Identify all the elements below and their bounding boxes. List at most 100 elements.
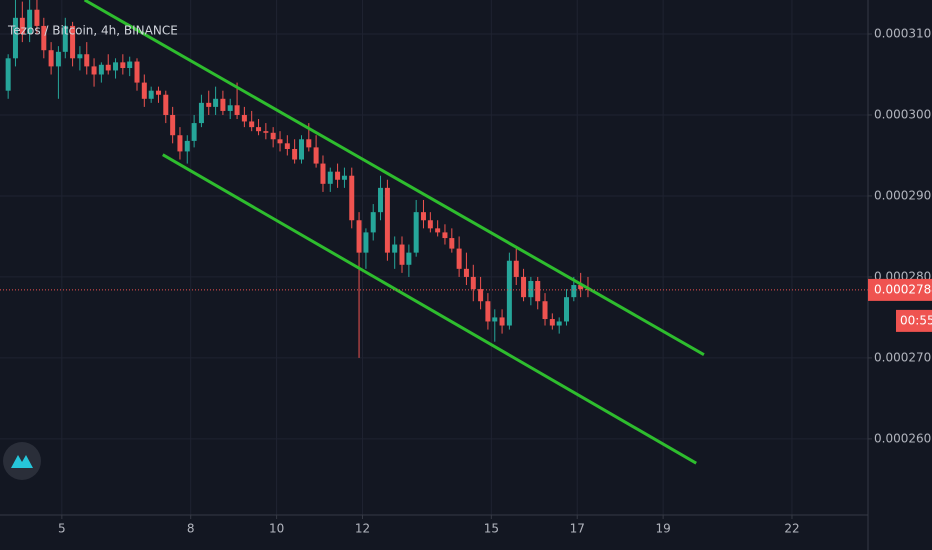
candle-body <box>370 212 376 233</box>
candle-body <box>492 317 498 322</box>
candle-body <box>91 66 97 75</box>
candle-body <box>19 17 25 35</box>
candle-body <box>335 171 341 180</box>
candle-body <box>284 143 290 149</box>
trend-line <box>162 153 697 465</box>
candle-body <box>5 58 11 91</box>
axes: 0.00031000.00030000.00029000.00028000.00… <box>58 27 932 536</box>
candle-body <box>299 139 305 160</box>
candle-body <box>120 62 126 69</box>
candle-body <box>435 228 441 233</box>
candle-body <box>206 102 212 107</box>
countdown-label: 00:55 <box>900 313 932 327</box>
candle-body <box>463 268 469 277</box>
x-tick-label: 8 <box>187 522 195 536</box>
candle-body <box>256 127 262 132</box>
candle-body <box>384 187 390 253</box>
chart-title: Tezos / Bitcoin, 4h, BINANCE <box>7 24 178 38</box>
candle-body <box>292 148 298 160</box>
candle-body <box>48 50 54 67</box>
candle-body <box>177 135 183 152</box>
candle-body <box>55 51 61 67</box>
candle-body <box>170 114 176 136</box>
logo-circle[interactable] <box>3 442 41 480</box>
x-tick-label: 19 <box>655 522 670 536</box>
countdown-box <box>896 309 932 332</box>
candle-body <box>134 61 140 83</box>
last-price-box <box>868 278 932 301</box>
candle-body <box>449 238 455 249</box>
candle-body <box>155 90 161 95</box>
trend-line <box>83 0 705 356</box>
candle-body <box>263 131 269 133</box>
candle-body <box>70 25 76 59</box>
candle-body <box>556 321 562 326</box>
candle-body <box>320 163 326 184</box>
candle-body <box>327 171 333 184</box>
candle-body <box>234 105 240 115</box>
candle-body <box>41 25 47 51</box>
candle-body <box>571 285 577 298</box>
y-tick-label: 0.0002600 <box>874 431 932 445</box>
candle-body <box>521 276 527 298</box>
candle-body <box>62 25 68 52</box>
x-tick-label: 22 <box>784 522 799 536</box>
candle-body <box>478 289 484 302</box>
candle-body <box>306 139 312 148</box>
candle-body <box>198 102 204 124</box>
x-tick-label: 10 <box>269 522 284 536</box>
candle-body <box>113 62 119 71</box>
plot <box>0 0 868 465</box>
candle-body <box>535 280 541 302</box>
candle-body <box>578 285 584 290</box>
candle-body <box>127 61 133 69</box>
candle-body <box>506 260 512 326</box>
x-tick-label: 12 <box>355 522 370 536</box>
candle-body <box>213 98 219 107</box>
candle-body <box>163 94 169 115</box>
candle-body <box>513 260 519 277</box>
candle-body <box>227 105 233 111</box>
logo[interactable] <box>3 442 41 480</box>
candle-body <box>341 175 347 180</box>
candle-body <box>12 17 18 59</box>
candle-body <box>184 140 190 152</box>
candle-body <box>84 54 90 67</box>
candle-body <box>542 301 548 320</box>
candle-body <box>241 114 247 122</box>
candle-body <box>270 132 276 140</box>
candle-body <box>34 9 40 26</box>
candle-body <box>105 64 111 71</box>
candle-body <box>98 64 104 75</box>
grid <box>0 0 868 515</box>
logo-mark[interactable] <box>11 455 33 468</box>
candle-body <box>378 187 384 213</box>
candle-body <box>141 82 147 99</box>
candle-body <box>277 139 283 144</box>
candle-body <box>442 232 448 239</box>
candle-body <box>349 175 355 221</box>
last-price-label: 0.0002784 <box>874 282 932 296</box>
candle-body <box>313 147 319 164</box>
candle-body <box>363 232 369 253</box>
candle-body <box>249 121 255 128</box>
candle-body <box>406 252 412 265</box>
candle-body <box>392 244 398 253</box>
x-tick-label: 17 <box>570 522 585 536</box>
candle-body <box>485 301 491 322</box>
candle-body <box>413 212 419 253</box>
candle-body <box>148 90 154 99</box>
candle-body <box>427 220 433 229</box>
candle-body <box>549 319 555 326</box>
candle-body <box>220 98 226 111</box>
candle-body <box>499 317 505 326</box>
candle-body <box>470 276 476 290</box>
candle-body <box>528 280 534 298</box>
candle-body <box>399 244 405 265</box>
